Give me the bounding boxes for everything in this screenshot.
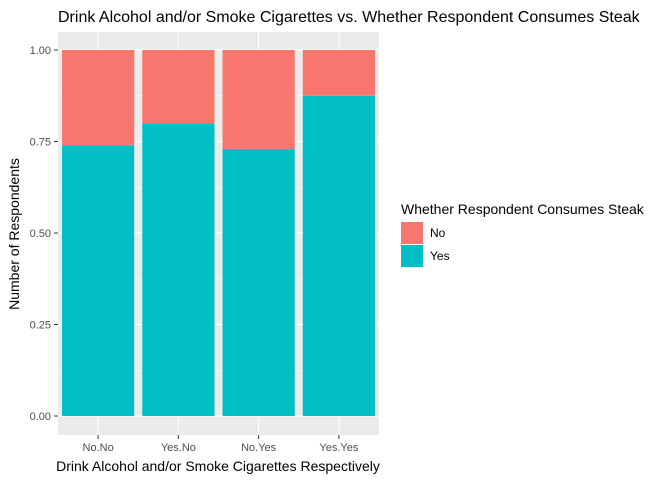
legend-label-no: No	[430, 226, 446, 240]
x-axis: No.No Yes.No No.Yes Yes.Yes	[83, 435, 359, 454]
x-axis-title: Drink Alcohol and/or Smoke Cigarettes Re…	[56, 458, 380, 474]
bar-segment-yes-no-no	[62, 145, 135, 416]
x-tick-label: No.Yes	[241, 442, 277, 454]
y-tick-label: 0.50	[30, 228, 51, 240]
legend: Whether Respondent Consumes Steak No Yes	[401, 201, 645, 267]
y-axis: 0.00 0.25 0.50 0.75 1.00	[30, 45, 58, 423]
bar-segment-yes-yes-no	[142, 123, 215, 416]
legend-title: Whether Respondent Consumes Steak	[401, 201, 645, 217]
bar-segment-no-yes-no	[142, 50, 215, 124]
y-axis-title: Number of Respondents	[6, 158, 22, 310]
y-tick-label: 1.00	[30, 45, 51, 57]
bar-segment-no-no-yes	[222, 50, 295, 149]
y-tick-label: 0.75	[30, 137, 51, 149]
y-tick-label: 0.00	[30, 411, 51, 423]
bar-segment-no-yes-yes	[302, 50, 375, 96]
x-tick-label: Yes.Yes	[319, 442, 358, 454]
bars	[62, 50, 375, 416]
legend-key-no	[401, 222, 423, 244]
bar-segment-no-no-no	[62, 50, 135, 146]
x-tick-label: No.No	[83, 442, 114, 454]
bar-segment-yes-yes-yes	[302, 95, 375, 416]
bar-segment-yes-no-yes	[222, 148, 295, 416]
legend-key-yes	[401, 245, 423, 267]
chart-title: Drink Alcohol and/or Smoke Cigarettes vs…	[58, 9, 641, 26]
y-tick-label: 0.25	[30, 320, 51, 332]
legend-label-yes: Yes	[430, 249, 450, 263]
x-tick-label: Yes.No	[161, 442, 196, 454]
